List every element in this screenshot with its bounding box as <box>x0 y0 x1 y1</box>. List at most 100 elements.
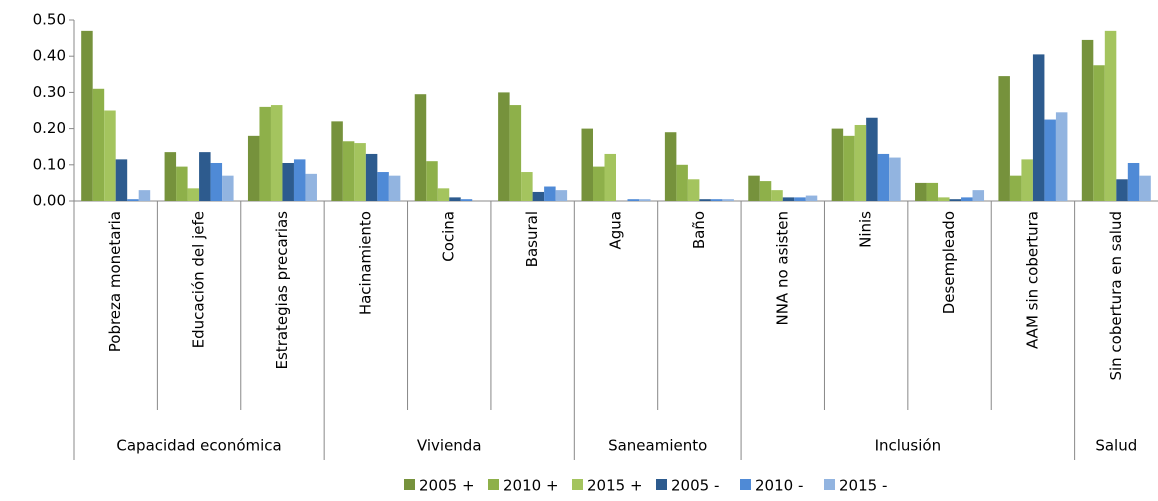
bar <box>305 173 317 201</box>
legend-label: 2005 - <box>671 477 719 495</box>
bar <box>509 105 522 201</box>
bar <box>604 153 616 201</box>
bar <box>1139 175 1151 201</box>
y-tick-label: 0.00 <box>33 192 66 210</box>
bar <box>555 190 568 201</box>
bar <box>1021 159 1033 201</box>
y-tick-label: 0.40 <box>33 47 66 65</box>
x-tick-label: Sin cobertura en salud <box>1107 211 1125 381</box>
bar <box>972 190 985 201</box>
bar <box>521 172 533 201</box>
bar <box>199 152 211 201</box>
group-label: Saneamiento <box>608 437 707 455</box>
bar <box>1032 54 1045 201</box>
bar <box>342 141 355 201</box>
x-tick-label: Baño <box>690 211 708 249</box>
bar <box>639 199 651 201</box>
legend-label: 2005 + <box>419 477 475 495</box>
bar <box>949 199 962 201</box>
y-tick-label: 0.30 <box>33 83 66 101</box>
bar <box>270 105 283 201</box>
bar <box>92 88 105 201</box>
bar <box>354 143 366 201</box>
group-label: Salud <box>1095 437 1137 455</box>
bar <box>1116 179 1128 201</box>
bar <box>676 164 688 201</box>
bar <box>426 161 438 201</box>
bar <box>998 76 1010 201</box>
bar <box>771 190 783 201</box>
bar <box>854 124 867 201</box>
bar <box>1104 30 1117 201</box>
bar <box>805 195 818 201</box>
x-tick-label: Educación del jefe <box>190 211 208 348</box>
bar <box>377 172 389 201</box>
legend-swatch <box>572 479 583 490</box>
bar <box>938 197 950 201</box>
bar <box>1055 112 1068 201</box>
bar <box>460 199 473 201</box>
bar <box>1009 175 1022 201</box>
bar <box>926 182 939 201</box>
bar <box>81 30 93 201</box>
legend-label: 2010 + <box>503 477 559 495</box>
legend-swatch <box>656 479 667 490</box>
y-tick-label: 0.10 <box>33 155 66 173</box>
bar <box>831 128 844 201</box>
bar <box>699 199 711 201</box>
bar <box>1044 119 1056 201</box>
bar <box>164 152 177 201</box>
bar <box>710 199 723 201</box>
x-tick-label: Agua <box>607 211 625 249</box>
bar <box>259 106 271 201</box>
bar <box>664 132 677 201</box>
bar <box>1127 162 1140 201</box>
group-label: Inclusión <box>875 437 942 455</box>
bar <box>1081 39 1094 201</box>
bar <box>532 191 545 201</box>
group-label: Vivienda <box>417 437 482 455</box>
y-tick-label: 0.50 <box>33 11 66 29</box>
bar <box>544 186 556 201</box>
bar <box>498 92 510 201</box>
x-tick-label: Estrategias precarias <box>273 211 291 370</box>
bar <box>866 117 878 201</box>
legend-swatch <box>824 479 835 490</box>
bar <box>581 128 593 201</box>
bar <box>222 175 234 201</box>
x-tick-label: AAM sin cobertura <box>1023 211 1041 349</box>
bar <box>961 197 973 201</box>
bar <box>187 188 200 201</box>
legend-label: 2010 - <box>755 477 803 495</box>
bar <box>388 175 401 201</box>
x-tick-label: Pobreza monetaria <box>106 211 124 352</box>
x-tick-label: Desempleado <box>940 211 958 314</box>
bar <box>593 166 605 201</box>
x-tick-label: NNA no asisten <box>773 211 791 326</box>
bar <box>365 153 378 201</box>
bar <box>794 197 806 201</box>
bar <box>1093 65 1105 201</box>
bar <box>748 175 760 201</box>
bar <box>176 166 188 201</box>
legend-label: 2015 - <box>839 477 887 495</box>
bar <box>759 181 772 201</box>
bar <box>915 182 927 201</box>
x-tick-label: Hacinamiento <box>356 211 374 315</box>
x-tick-label: Cocina <box>440 211 458 262</box>
bar <box>877 153 890 201</box>
bar <box>293 159 306 201</box>
bar <box>127 199 139 201</box>
x-tick-label: Ninis <box>857 211 875 248</box>
bar <box>104 110 116 201</box>
bar <box>210 162 223 201</box>
bar <box>627 199 639 201</box>
bar <box>449 197 461 201</box>
bar <box>889 157 901 201</box>
bar <box>414 94 427 201</box>
bar <box>247 135 260 201</box>
bar <box>843 135 855 201</box>
legend-swatch <box>404 479 415 490</box>
group-label: Capacidad económica <box>116 437 281 455</box>
